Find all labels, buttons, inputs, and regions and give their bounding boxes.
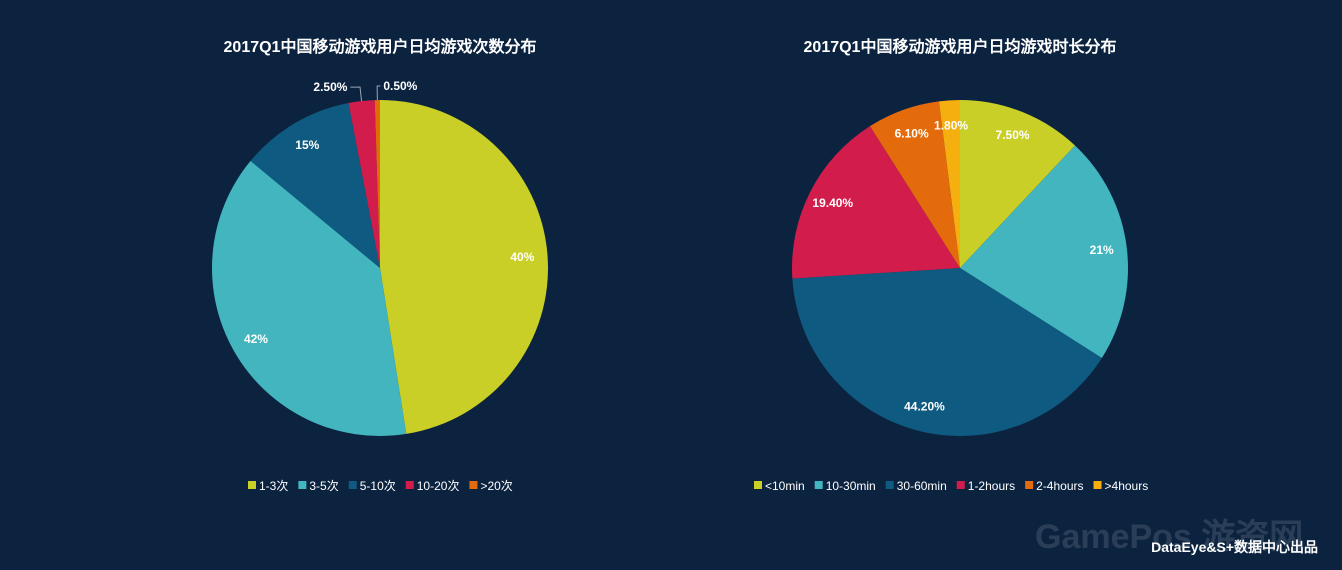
legend-swatch-2 <box>348 481 357 489</box>
chart-title: 2017Q1中国移动游戏用户日均游戏时长分布 <box>804 37 1117 56</box>
legend-swatch-1 <box>298 481 307 489</box>
legend-label-1: 3-5次 <box>309 479 338 493</box>
label-leader-4 <box>376 85 381 101</box>
footer-credit: DataEye&S+数据中心出品 <box>1151 539 1318 555</box>
pie-slice-0 <box>960 100 1076 268</box>
legend-swatch-4 <box>469 481 478 489</box>
pie-slice-5 <box>938 100 960 268</box>
slice-label-0: 40% <box>510 250 534 264</box>
legend-swatch-3 <box>405 481 414 489</box>
slice-label-4: 6.10% <box>895 127 929 141</box>
slice-label-3: 19.40% <box>812 196 853 210</box>
slice-label-2: 15% <box>295 138 319 152</box>
slice-label-3: 2.50% <box>313 80 347 94</box>
legend-label-3: 10-20次 <box>417 479 460 493</box>
pie-slice-1 <box>212 160 407 436</box>
legend-swatch-0 <box>754 481 762 489</box>
legend-label-2: 30-60min <box>897 479 947 493</box>
pie-slice-4 <box>869 101 960 268</box>
legend-swatch-0 <box>248 481 256 489</box>
legend-label-3: 1-2hours <box>968 479 1015 493</box>
pie-slice-3 <box>348 100 380 268</box>
legend-label-0: <10min <box>765 479 805 493</box>
slice-label-1: 42% <box>244 332 268 346</box>
pie-slice-2 <box>792 268 1102 436</box>
slice-label-5: 1.80% <box>934 118 968 132</box>
pie-slice-2 <box>250 102 380 268</box>
legend-swatch-2 <box>885 481 894 489</box>
legend-label-1: 10-30min <box>826 479 876 493</box>
pie-chart-duration: 2017Q1中国移动游戏用户日均游戏时长分布 7.50% 21% 44.20% 19.4… <box>754 37 1148 493</box>
watermark-text: GamePos 游资网 <box>1035 518 1303 556</box>
legend-swatch-1 <box>814 481 823 489</box>
legend-swatch-4 <box>1025 481 1034 489</box>
chart-title: 2017Q1中国移动游戏用户日均游戏次数分布 <box>224 37 537 56</box>
legend-label-2: 5-10次 <box>360 479 396 493</box>
slice-label-4: 0.50% <box>383 79 417 93</box>
legend-swatch-5 <box>1093 481 1102 489</box>
legend-swatch-3 <box>956 481 965 489</box>
legend-label-0: 1-3次 <box>259 479 288 493</box>
pie-chart-frequency: 2017Q1中国移动游戏用户日均游戏次数分布 40% 42% 15% 2.50% 0.50… <box>212 37 549 493</box>
legend-label-4: >20次 <box>480 479 512 493</box>
legend-label-4: 2-4hours <box>1036 479 1083 493</box>
pie-slice-3 <box>792 126 960 279</box>
pie-slice-4 <box>374 100 380 268</box>
slice-label-1: 21% <box>1090 243 1114 257</box>
pie-slice-0 <box>380 100 549 434</box>
label-leader-3 <box>350 86 363 102</box>
legend-label-5: >4hours <box>1105 479 1149 493</box>
slice-label-0: 7.50% <box>996 128 1030 142</box>
slice-label-2: 44.20% <box>904 399 945 413</box>
pie-slice-1 <box>960 145 1128 359</box>
